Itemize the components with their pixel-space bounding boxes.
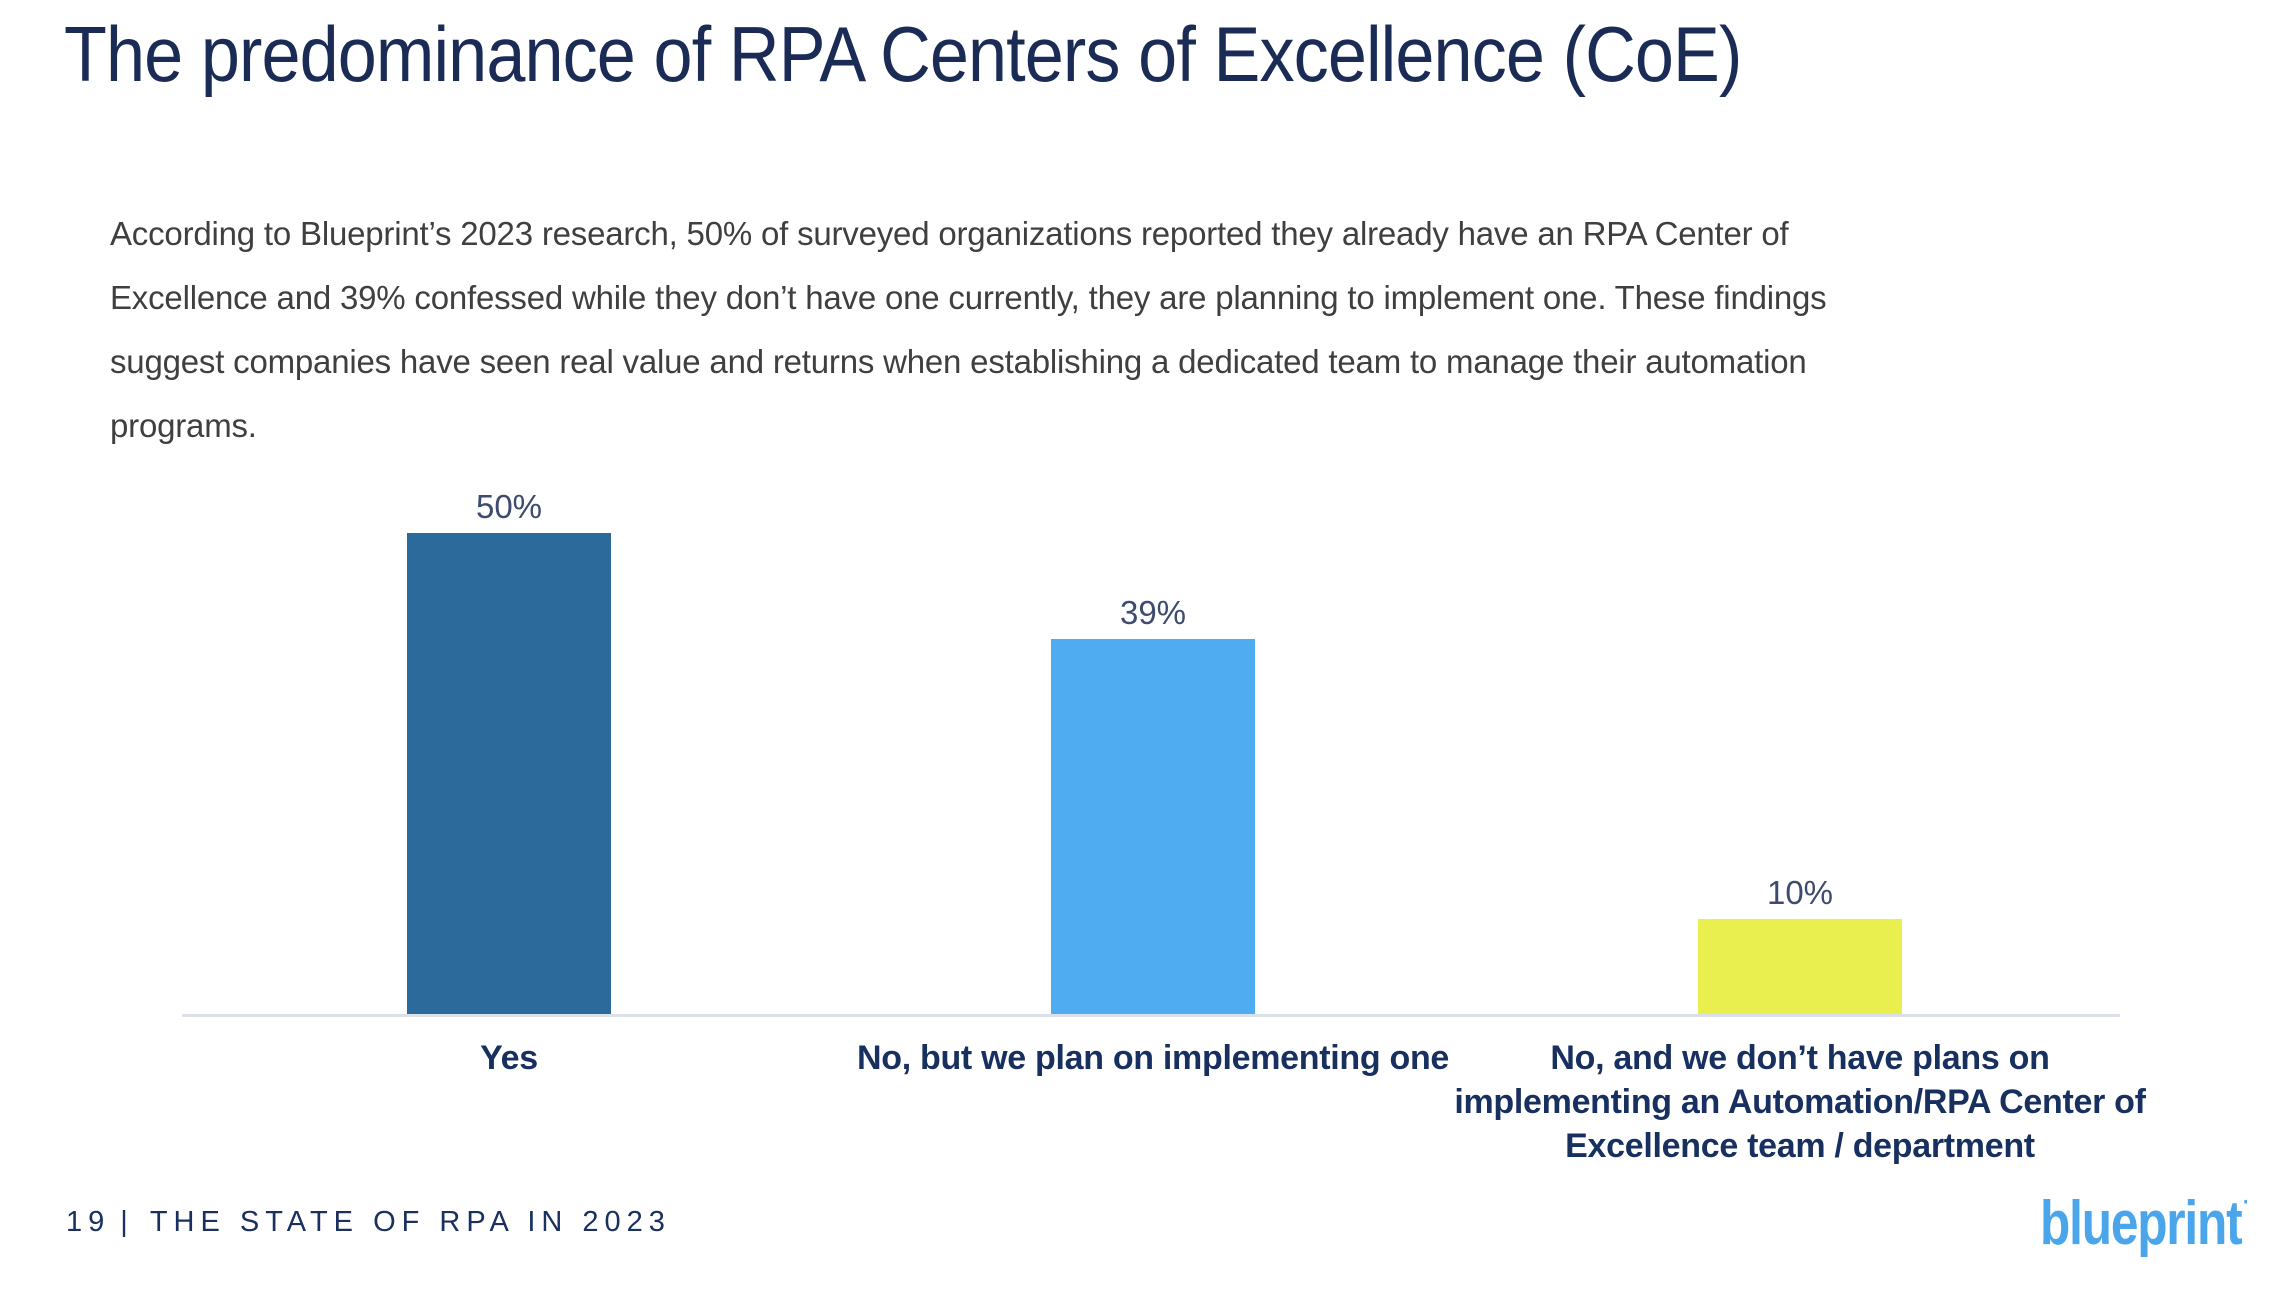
category-label-yes: Yes [149,1036,869,1080]
x-axis-line [182,1014,2120,1017]
bar-no-plan [1051,639,1255,1016]
page-number: 19 [66,1206,111,1238]
body-paragraph: According to Blueprint’s 2023 research, … [110,202,1827,458]
value-label-yes: 50% [475,488,543,525]
body-line: programs. [110,407,257,444]
blueprint-logo-text: blueprint [2039,1189,2243,1258]
footer-separator: | [120,1206,134,1238]
category-label-line: implementing an Automation/RPA Center of [1454,1083,2146,1121]
value-label-no-plan: 39% [1119,594,1187,631]
body-line: suggest companies have seen real value a… [110,343,1807,380]
bar-no-noplan [1698,919,1902,1016]
category-label-line: No, but we plan on implementing one [856,1039,1450,1077]
footer: 19 | THE STATE OF RPA IN 2023 [66,1206,671,1239]
category-label-line: Yes [480,1039,538,1077]
trademark-dot-icon: · [2242,1189,2249,1216]
body-line: According to Blueprint’s 2023 research, … [110,215,1789,252]
value-label-no-noplan: 10% [1766,874,1834,911]
page-title: The predominance of RPA Centers of Excel… [64,10,1742,98]
category-label-no-plan: No, but we plan on implementing one [793,1036,1513,1080]
blueprint-logo: blueprint· [2039,1188,2249,1259]
bar-yes [407,533,611,1016]
report-title: THE STATE OF RPA IN 2023 [149,1206,671,1238]
category-label-line: Excellence team / department [1565,1127,2035,1165]
category-label-line: No, and we don’t have plans on [1550,1039,2050,1077]
body-line: Excellence and 39% confessed while they … [110,279,1827,316]
category-label-no-noplan: No, and we don’t have plans on implement… [1440,1036,2160,1168]
